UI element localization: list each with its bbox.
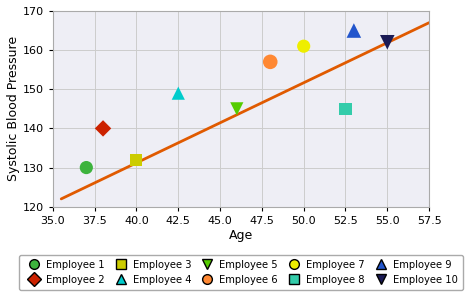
Point (82, 165, 90, 170)
Point (300, 44, 308, 49)
Point (174, 91, 182, 95)
X-axis label: Age: Age (229, 229, 253, 241)
Legend: Employee 1, Employee 2, Employee 3, Employee 4, Employee 5, Employee 6, Employee: Employee 1, Employee 2, Employee 3, Empl… (19, 255, 463, 290)
Point (233, 106, 241, 111)
Y-axis label: Systolic Blood Pressure: Systolic Blood Pressure (7, 36, 20, 181)
Point (342, 106, 349, 111)
Point (99, 126, 107, 131)
Point (266, 59, 274, 64)
Point (350, 28, 358, 33)
Point (383, 40, 391, 45)
Point (133, 157, 140, 162)
